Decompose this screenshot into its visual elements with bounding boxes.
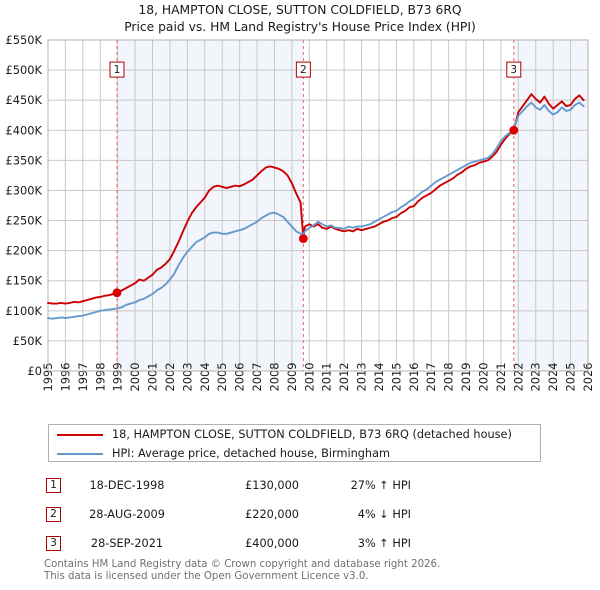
x-axis-label: 2025 bbox=[564, 363, 578, 392]
x-axis-label: 1997 bbox=[76, 363, 90, 392]
x-axis-label: 2003 bbox=[180, 363, 194, 392]
footer-line-2: This data is licensed under the Open Gov… bbox=[44, 570, 369, 582]
transaction-marker-box[interactable] bbox=[506, 61, 522, 78]
legend-swatch-property bbox=[57, 433, 103, 436]
x-axis-label: 2023 bbox=[529, 363, 543, 392]
transaction-marker-box-label: 2 bbox=[300, 64, 307, 76]
transaction-marker-box-label: 3 bbox=[510, 64, 517, 76]
y-axis-label: £100K bbox=[6, 304, 43, 318]
chart-title-line-2: Price paid vs. HM Land Registry's House … bbox=[124, 20, 476, 34]
legend-label-property: 18, HAMPTON CLOSE, SUTTON COLDFIELD, B73… bbox=[112, 428, 512, 441]
hpi-average-line bbox=[47, 101, 585, 320]
y-axis-label: £350K bbox=[6, 153, 43, 167]
y-axis-label: £450K bbox=[6, 93, 43, 107]
legend-label-hpi: HPI: Average price, detached house, Birm… bbox=[112, 447, 391, 460]
transaction-hpi-delta: 4% ↓ HPI bbox=[357, 508, 411, 521]
x-axis-label: 2002 bbox=[163, 363, 177, 392]
chart-legend: 18, HAMPTON CLOSE, SUTTON COLDFIELD, B73… bbox=[48, 424, 541, 462]
x-axis-label: 2004 bbox=[198, 363, 212, 392]
x-axis-label: 2008 bbox=[267, 363, 281, 392]
x-axis-label: 2005 bbox=[215, 363, 229, 392]
transaction-date: 28-AUG-2009 bbox=[89, 508, 165, 521]
transaction-date: 28-SEP-2021 bbox=[90, 537, 164, 550]
legend-item-hpi: HPI: Average price, detached house, Birm… bbox=[49, 444, 540, 463]
y-axis-label: £550K bbox=[6, 33, 43, 47]
transactions-table: 1 18-DEC-1998 £130,000 27% ↑ HPI 2 28-AU… bbox=[46, 471, 466, 558]
x-axis-label: 2019 bbox=[459, 363, 473, 392]
transaction-marker-dot[interactable] bbox=[112, 288, 122, 298]
transaction-hpi-delta: 27% ↑ HPI bbox=[350, 479, 411, 492]
x-axis-label: 2026 bbox=[581, 363, 595, 392]
legend-swatch-hpi bbox=[57, 452, 103, 455]
transaction-marker-number: 2 bbox=[46, 507, 61, 522]
transaction-marker-number: 3 bbox=[46, 536, 61, 551]
y-axis-label: £50K bbox=[13, 334, 43, 348]
y-axis-label: £250K bbox=[6, 214, 43, 228]
x-axis-label: 1996 bbox=[58, 363, 72, 392]
transaction-marker-number: 1 bbox=[46, 478, 61, 493]
x-axis-label: 2014 bbox=[372, 363, 386, 392]
x-axis-label: 2000 bbox=[128, 363, 142, 392]
x-axis-label: 2021 bbox=[494, 363, 508, 392]
copyright-footer: Contains HM Land Registry data © Crown c… bbox=[44, 559, 584, 582]
transaction-hpi-delta: 3% ↑ HPI bbox=[357, 537, 411, 550]
x-axis-label: 2018 bbox=[442, 363, 456, 392]
transaction-marker-dot[interactable] bbox=[509, 125, 519, 135]
y-axis-label: £150K bbox=[6, 274, 43, 288]
footer-line-1: Contains HM Land Registry data © Crown c… bbox=[44, 559, 441, 570]
y-axis-label: £400K bbox=[6, 123, 43, 137]
x-axis-label: 1995 bbox=[41, 363, 55, 392]
transaction-price: £220,000 bbox=[245, 508, 299, 521]
table-row: 1 18-DEC-1998 £130,000 27% ↑ HPI bbox=[46, 471, 466, 500]
table-row: 3 28-SEP-2021 £400,000 3% ↑ HPI bbox=[46, 529, 466, 558]
x-axis-label: 2017 bbox=[424, 363, 438, 392]
chart-title-line-1: 18, HAMPTON CLOSE, SUTTON COLDFIELD, B73… bbox=[138, 3, 462, 17]
x-axis-label: 2001 bbox=[146, 363, 160, 392]
x-axis-label: 2024 bbox=[546, 363, 560, 392]
transaction-marker-box[interactable] bbox=[109, 61, 125, 78]
x-axis-label: 2010 bbox=[302, 363, 316, 392]
x-axis-label: 2006 bbox=[233, 363, 247, 392]
x-axis-label: 2020 bbox=[476, 363, 490, 392]
chart-plot-area: £0 £50K £100K £150K £200K £250K £300K £350K £400… bbox=[6, 33, 595, 392]
transaction-marker-dot[interactable] bbox=[298, 234, 308, 244]
x-axis-label: 2013 bbox=[355, 363, 369, 392]
transaction-marker-box[interactable] bbox=[295, 61, 311, 78]
chart-shaded-band bbox=[116, 40, 304, 371]
x-axis-label: 1998 bbox=[93, 363, 107, 392]
chart-shaded-band bbox=[513, 40, 588, 371]
y-axis-label: £0 bbox=[28, 364, 43, 378]
y-axis-label: £300K bbox=[6, 183, 43, 197]
x-axis-label: 2009 bbox=[285, 363, 299, 392]
chart-title: 18, HAMPTON CLOSE, SUTTON COLDFIELD, B73… bbox=[0, 2, 600, 36]
transaction-date: 18-DEC-1998 bbox=[89, 479, 165, 492]
transaction-price: £130,000 bbox=[245, 479, 299, 492]
table-row: 2 28-AUG-2009 £220,000 4% ↓ HPI bbox=[46, 500, 466, 529]
legend-item-property: 18, HAMPTON CLOSE, SUTTON COLDFIELD, B73… bbox=[49, 425, 540, 444]
x-axis-label: 2022 bbox=[511, 363, 525, 392]
x-axis-label: 2007 bbox=[250, 363, 264, 392]
plot-border bbox=[47, 39, 589, 372]
x-axis-label: 2015 bbox=[389, 363, 403, 392]
x-axis-label: 2012 bbox=[337, 363, 351, 392]
y-axis-label: £500K bbox=[6, 63, 43, 77]
y-axis-label: £200K bbox=[6, 244, 43, 258]
x-axis-label: 2011 bbox=[320, 363, 334, 392]
transaction-marker-box-label: 1 bbox=[114, 64, 121, 76]
transaction-price: £400,000 bbox=[245, 537, 299, 550]
x-axis-label: 2016 bbox=[407, 363, 421, 392]
x-axis-label: 1999 bbox=[111, 363, 125, 392]
property-price-line bbox=[47, 93, 585, 305]
